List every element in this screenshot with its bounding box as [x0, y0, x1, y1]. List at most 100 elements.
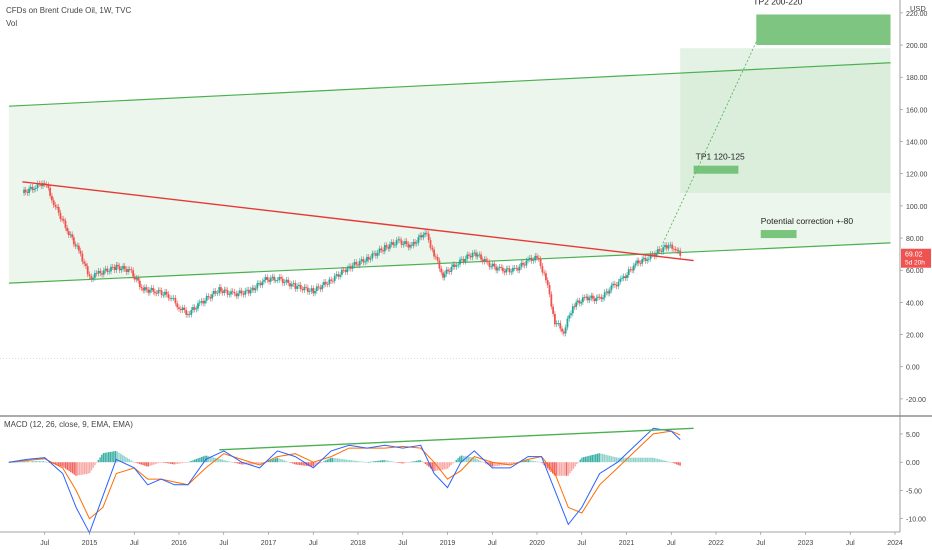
candle-body [382, 250, 384, 252]
candle-body [518, 266, 521, 271]
candle-body [452, 264, 454, 267]
macd-divergence-line[interactable] [219, 427, 694, 451]
candle-body [592, 295, 594, 299]
macd-histogram-bar [359, 461, 361, 463]
candle-body [602, 297, 604, 300]
candle-body [47, 185, 50, 188]
macd-tick-label: 5.00 [906, 432, 920, 439]
macd-histogram-bar [440, 462, 442, 471]
candle-body [373, 253, 376, 255]
macd-histogram-bar [589, 455, 592, 463]
candle-body [394, 244, 396, 246]
candle-body [185, 310, 188, 315]
candle-body [66, 227, 69, 232]
macd-histogram-bar [514, 462, 516, 464]
candle-body [256, 283, 259, 289]
macd-histogram-bar [407, 462, 409, 463]
candle-body [176, 303, 179, 308]
macd-histogram-bar [231, 462, 234, 463]
macd-histogram-bar [560, 462, 563, 476]
macd-histogram-bar [579, 459, 581, 463]
candle-body [26, 192, 29, 193]
candle-body [169, 297, 171, 299]
candle-body [99, 270, 102, 274]
macd-histogram-bar [226, 460, 229, 463]
candle-body [656, 249, 659, 253]
candle-body [281, 278, 284, 284]
macd-histogram-bar [140, 462, 143, 465]
candle-body [554, 313, 556, 325]
candle-body [597, 296, 599, 298]
macd-histogram-bar [107, 452, 110, 463]
time-tick-label: 2019 [440, 540, 456, 547]
macd-histogram-bar [505, 462, 507, 465]
candle-body [380, 248, 383, 251]
macd-histogram-bar [130, 460, 132, 463]
candle-body [627, 269, 630, 275]
candle-body [546, 280, 549, 286]
candle-body [440, 268, 443, 273]
candle-body [193, 307, 196, 310]
tp2-box[interactable] [756, 14, 891, 46]
candle-body [315, 286, 318, 292]
resistance-trendline[interactable] [22, 181, 694, 262]
candle-body [81, 253, 84, 262]
channel-lower-line[interactable] [8, 242, 891, 284]
candle-body [138, 280, 141, 287]
candle-body [205, 296, 208, 301]
macd-histogram-bar [383, 460, 385, 463]
candle-body [337, 274, 340, 277]
channel-upper-line[interactable] [8, 62, 891, 107]
macd-histogram-bar [73, 462, 75, 475]
candle-body [392, 242, 395, 246]
macd-histogram-bar [438, 462, 440, 471]
macd-histogram-bar [526, 460, 528, 463]
candle-body [383, 245, 386, 252]
candle-body [197, 303, 199, 309]
macd-histogram-bar [154, 462, 156, 465]
macd-histogram-bar [90, 462, 93, 471]
candle-body [491, 263, 494, 267]
candle-body [595, 297, 598, 302]
candle-body [476, 254, 479, 257]
macd-histogram-bar [481, 461, 483, 463]
macd-histogram-bar [355, 460, 358, 463]
macd-histogram-bar [138, 462, 141, 465]
candle-body [552, 306, 555, 314]
macd-histogram-bar [577, 461, 580, 463]
signal-line[interactable] [8, 430, 681, 520]
macd-histogram-bar [221, 459, 223, 463]
candle-body [459, 259, 461, 265]
candle-body [508, 268, 511, 273]
macd-histogram-bar [493, 462, 495, 467]
correction-box[interactable] [760, 230, 797, 239]
candle-body [299, 284, 302, 290]
macd-histogram-bar [588, 455, 590, 463]
currency-label: USD [910, 4, 926, 13]
tp1-label: TP1 120-125 [696, 152, 745, 162]
macd-histogram-bar [63, 462, 65, 468]
macd-histogram-bar [369, 461, 371, 463]
macd-histogram-bar [293, 462, 296, 465]
macd-histogram-bar [634, 457, 637, 463]
candle-body [29, 186, 32, 189]
macd-histogram-bar [572, 462, 575, 469]
chart-title: CFDs on Brent Crude Oil, 1W, TVC [6, 6, 132, 15]
candle-body [200, 301, 203, 303]
projection-dashed-line[interactable] [657, 41, 757, 255]
candle-body [76, 245, 79, 247]
macd-histogram-bar [257, 462, 260, 465]
candle-body [240, 290, 243, 294]
macd-line[interactable] [8, 427, 681, 535]
macd-histogram-bar [194, 459, 196, 463]
macd-histogram-bar [71, 462, 74, 474]
tp1-box[interactable] [693, 165, 739, 174]
candle-body [366, 256, 368, 262]
macd-histogram-bar [371, 461, 373, 463]
macd-histogram-bar [218, 458, 220, 463]
candle-body [617, 281, 620, 287]
macd-histogram-bar [453, 461, 456, 463]
candle-body [231, 291, 234, 293]
candle-body [23, 189, 25, 194]
